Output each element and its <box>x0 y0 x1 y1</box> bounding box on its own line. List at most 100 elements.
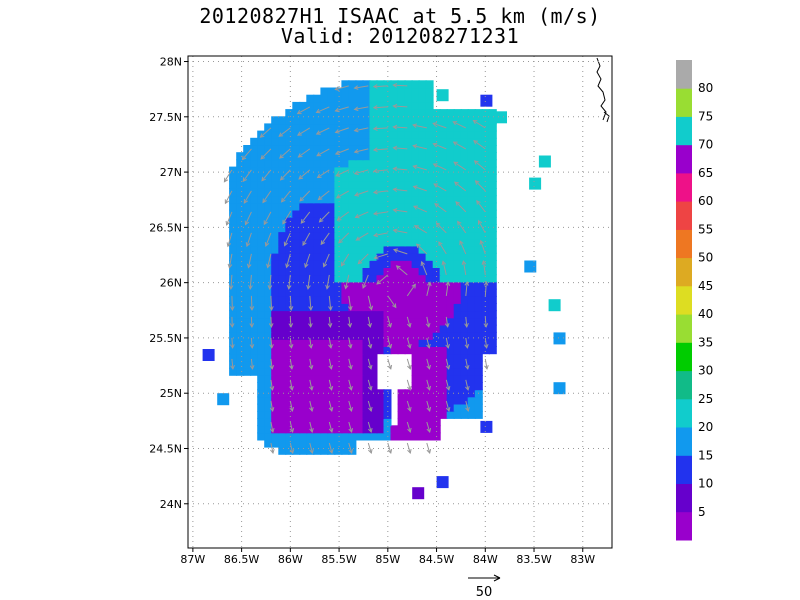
wind-cell <box>376 238 385 247</box>
wind-cell <box>264 188 273 197</box>
wind-cell <box>460 274 469 283</box>
wind-cell <box>250 159 259 168</box>
wind-cell <box>313 195 322 204</box>
wind-vector <box>243 190 252 204</box>
wind-cell <box>285 145 294 153</box>
wind-vector-head <box>270 448 275 455</box>
wind-cell <box>411 267 420 276</box>
wind-cell <box>481 224 490 233</box>
wind-cell <box>397 166 406 175</box>
wind-cell <box>341 346 350 355</box>
wind-cell <box>299 346 308 355</box>
wind-cell <box>404 130 413 139</box>
wind-cell <box>341 188 350 197</box>
wind-cell <box>334 252 343 261</box>
wind-vector-head <box>225 220 231 226</box>
wind-cell <box>285 195 294 204</box>
wind-vector <box>387 316 392 328</box>
wind-cell <box>383 116 392 125</box>
wind-vector <box>348 442 353 454</box>
wind-cell <box>362 116 371 125</box>
wind-cell <box>425 145 434 153</box>
wind-cell <box>397 245 406 254</box>
wind-cell <box>404 252 413 261</box>
wind-cell <box>299 339 308 347</box>
wind-cell <box>369 403 378 412</box>
reference-vector: 50 <box>468 574 501 600</box>
wind-cell <box>292 252 301 261</box>
wind-cell <box>278 159 287 168</box>
wind-vector <box>270 379 273 390</box>
wind-vector-head <box>335 194 341 199</box>
wind-cell <box>411 324 420 333</box>
colorbar-label: 60 <box>698 194 713 208</box>
wind-cell <box>453 353 462 362</box>
wind-cell <box>327 188 336 197</box>
wind-vector <box>338 232 350 244</box>
colorbar-swatch <box>676 144 692 174</box>
wind-cell <box>271 360 280 369</box>
wind-cell <box>362 317 371 326</box>
wind-vector <box>354 190 369 196</box>
wind-cell <box>341 260 350 268</box>
wind-cell <box>341 446 350 455</box>
wind-cell <box>271 410 280 419</box>
wind-vector <box>309 295 312 310</box>
wind-vector <box>341 253 350 267</box>
wind-cell <box>418 130 427 139</box>
wind-cell <box>299 367 308 376</box>
wind-vector-head <box>262 198 267 204</box>
wind-cell <box>313 317 322 326</box>
wind-cell <box>425 94 434 103</box>
wind-vector <box>445 358 450 370</box>
wind-cell <box>362 180 371 189</box>
wind-cell <box>264 382 273 391</box>
wind-cell <box>432 410 441 419</box>
wind-vector <box>226 211 233 226</box>
wind-cell <box>341 396 350 405</box>
wind-cell <box>446 116 455 125</box>
wind-cell <box>390 432 399 441</box>
lon-tick-label: 83.5W <box>516 553 551 566</box>
wind-cell <box>285 216 294 225</box>
wind-vector <box>442 261 447 276</box>
wind-cell <box>548 299 561 312</box>
wind-cell <box>362 331 371 340</box>
wind-cell <box>236 188 245 197</box>
wind-cell <box>425 382 434 391</box>
wind-cell <box>299 166 308 175</box>
wind-vector <box>465 379 469 391</box>
wind-cell <box>453 123 462 132</box>
wind-vector-head <box>407 385 412 391</box>
wind-vector-head <box>412 185 418 190</box>
wind-cell <box>299 202 308 211</box>
wind-vector-head <box>476 199 481 205</box>
wind-cell <box>453 173 462 182</box>
wind-cell <box>313 231 322 240</box>
wind-cell <box>341 382 350 391</box>
wind-cell <box>481 116 490 125</box>
wind-cell <box>320 145 329 153</box>
wind-cell <box>418 252 427 261</box>
wind-cell <box>404 80 413 89</box>
wind-cell <box>292 382 301 391</box>
wind-cell <box>229 295 238 304</box>
wind-cell <box>292 418 301 427</box>
wind-cell <box>236 209 245 218</box>
wind-cell <box>439 274 448 283</box>
wind-vector <box>326 274 330 289</box>
wind-cell <box>320 274 329 283</box>
wind-cell <box>313 109 322 118</box>
wind-vector-head <box>483 280 489 286</box>
wind-vector-head <box>229 323 235 328</box>
wind-cell <box>257 317 266 326</box>
wind-cell <box>446 288 455 297</box>
wind-cell <box>229 245 238 254</box>
wind-cell <box>439 331 448 340</box>
wind-cell <box>397 173 406 182</box>
wind-cell <box>320 425 329 434</box>
wind-cell <box>306 101 315 110</box>
wind-cell <box>348 346 357 355</box>
wind-vector <box>373 169 388 172</box>
wind-cell <box>278 260 287 268</box>
